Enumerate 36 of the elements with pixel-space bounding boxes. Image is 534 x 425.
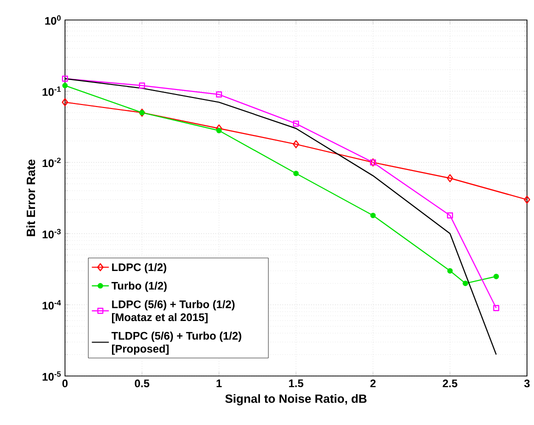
point	[446, 174, 454, 182]
y-axis-title: Bit Error Rate	[26, 160, 36, 236]
x-tick-label: 2.5	[442, 380, 458, 388]
legend-label: LDPC (5/6) + Turbo (1/2) [Moataz et al 2015]	[112, 300, 235, 324]
x-tick-label: 0	[62, 380, 68, 388]
point	[493, 305, 500, 312]
point	[493, 274, 499, 280]
point	[138, 82, 146, 89]
point	[216, 91, 222, 98]
point	[292, 120, 300, 127]
x-tick-label: 0.5	[134, 380, 150, 388]
legend-label: TLDPC (5/6) + Turbo (1/2) [Proposed]	[112, 332, 242, 355]
point	[62, 82, 68, 88]
point	[447, 268, 453, 274]
y-tick-label: 10$^{-2}$	[42, 158, 61, 168]
point	[293, 170, 299, 176]
point	[370, 212, 376, 218]
y-tick-label: 10$^{-4}$	[42, 300, 61, 310]
x-tick-label: 1	[216, 380, 222, 388]
y-tick-label: 10$^{-3}$	[42, 228, 61, 238]
point	[62, 98, 68, 106]
x-axis-title: Signal to Noise Ratio, dB	[225, 394, 367, 406]
x-tick-label: 3	[524, 380, 530, 388]
point	[292, 140, 300, 148]
y-tick-label: 10$^{-5}$	[42, 371, 61, 381]
point	[62, 76, 68, 82]
y-tick-label: 10$^{-1}$	[42, 86, 61, 96]
y-tick-label: 10$^{0}$	[45, 15, 61, 25]
point	[216, 128, 222, 134]
legend-label: LDPC (1/2)	[112, 263, 166, 274]
point	[462, 280, 468, 286]
x-tick-label: 1.5	[289, 380, 304, 388]
point	[524, 196, 530, 204]
x-tick-label: 2	[370, 380, 376, 388]
point	[446, 212, 454, 218]
legend-label: Turbo (1/2)	[112, 282, 167, 292]
